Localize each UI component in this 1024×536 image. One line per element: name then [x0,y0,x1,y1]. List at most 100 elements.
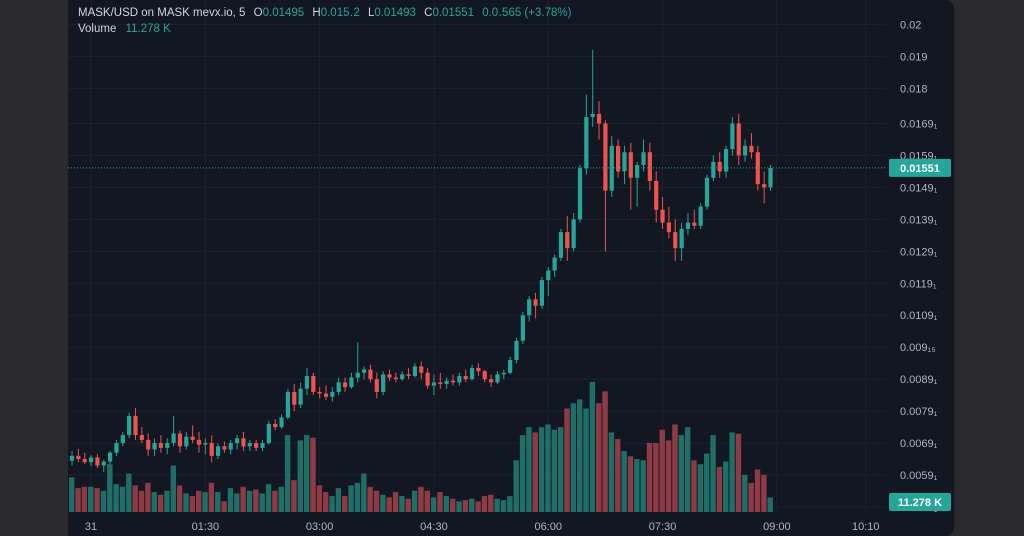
volume-bar [748,482,754,512]
candle-body [146,439,151,450]
x-axis[interactable]: 31 01:30 03:00 04:30 06:00 07:30 09:00 10:10 [85,521,880,533]
volume-bar [259,493,265,512]
volume-bar [526,427,532,512]
volume-bar [126,473,132,512]
candle-body [711,161,716,178]
change-value: 0.0․565 (+3.78%) [482,7,572,19]
volume-bar [132,485,138,512]
candle-body [641,152,646,166]
volume-bar [405,498,411,512]
y-tick-label: 0.0169₁ [900,118,938,130]
candle-body [755,152,760,185]
volume-bar [602,391,608,512]
volume-bar [265,484,272,512]
candle-body [330,391,335,397]
volume-badge-label: 11.278 K [898,497,942,509]
volume-bar [640,460,646,512]
candle-body [323,393,329,397]
candle-body [228,443,233,450]
candle-body [69,455,75,461]
close-label: C [424,7,433,19]
candle-body [717,161,722,172]
candle-body [158,443,163,448]
candle-body [495,374,500,383]
volume-bar [75,488,81,512]
volume-bar [418,486,424,512]
grid [68,0,886,512]
candle-body [577,168,583,220]
volume-bar [335,488,342,512]
volume-bar [462,500,469,512]
ohlc-legend: MASK/USD on MASK mevx.io, 5 O0.01495 H0.… [78,5,571,19]
candle-body [666,222,671,233]
volume-bar [507,496,513,512]
chart-panel[interactable]: 0.02 0.019 0.018 0.0169₁ 0.0159₁ 0.0149₁ 0.013… [68,0,954,536]
volume-bar [456,501,462,512]
candle-body [527,299,532,316]
candle-body [88,457,94,463]
candle-body [152,443,157,450]
y-axis[interactable]: 0.020.0190.0180.0169₁0.0159₁0.0149₁0.013… [900,19,938,514]
volume-bar [221,501,227,512]
low-value: 0.01493 [374,7,416,19]
x-tick-label: 07:30 [649,521,677,533]
volume-bar [138,490,145,512]
x-tick-label: 01:30 [192,521,220,533]
volume-bar [596,403,602,512]
volume-bar [361,473,367,512]
volume-bar [373,490,380,512]
volume-bar [513,460,519,512]
candle-body [489,379,494,383]
volume-bar [729,432,735,512]
candle-body [482,371,487,380]
candle-body [171,433,176,444]
candle-body [647,152,652,182]
volume-bar [208,482,215,512]
x-tick-label: 03:00 [306,521,334,533]
x-tick-label: 31 [85,521,97,533]
volume-bar [570,403,577,512]
volume-bar [189,496,196,512]
candle-body [336,382,341,392]
volume-bar [538,427,545,512]
volume-bar [500,500,507,512]
volume-bar [710,435,716,512]
volume-bar [246,490,253,512]
volume-bar [227,488,234,512]
volume-bar [761,474,767,512]
volume-bar [88,486,94,512]
candle-body [419,366,424,373]
volume-bar [430,497,437,512]
volume-bar [469,498,475,512]
candle-body [374,379,379,392]
candle-body [736,123,741,156]
volume-bar [170,465,176,512]
volume-bar [202,492,208,512]
volume-bar [284,435,291,512]
volume-bar [176,485,183,512]
volume-bar [329,496,335,512]
volume-bar [519,435,526,512]
volume-bar [557,427,564,512]
candle-body [558,232,564,258]
volume-bar [386,497,392,512]
candle-body [279,417,284,428]
volume-bar [151,492,157,512]
y-tick-label: 0.0079₁ [900,406,938,418]
candle-body [673,232,678,249]
y-tick-label: 0.02 [900,19,921,31]
candle-body [133,415,138,436]
candle-body [120,435,125,444]
candle-body [469,367,475,380]
candlestick-chart[interactable]: 0.020.0190.0180.0169₁0.0159₁0.0149₁0.013… [68,0,954,536]
candle-body [127,415,132,436]
candle-body [82,459,87,463]
volume-bar [157,494,164,512]
volume-bar [475,501,481,512]
volume-value: 11.278 K [125,23,171,35]
candle-body [476,367,481,372]
volume-bar [272,490,278,512]
volume-bar [551,429,557,512]
volume-bar [183,493,189,512]
volume-bar [621,450,627,512]
